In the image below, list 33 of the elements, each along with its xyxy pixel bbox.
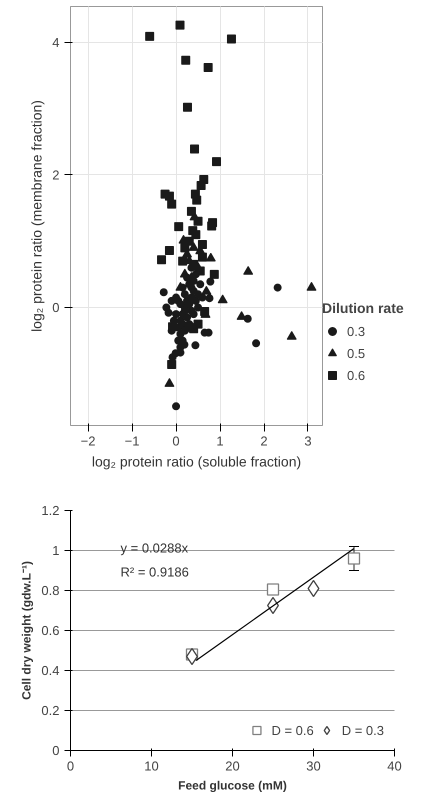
x-tick-label: 1 [216,434,224,448]
y-tick-label: 0.8 [41,583,60,598]
x-axis-title: Feed glucose (mM) [178,778,287,792]
y-tick-label: 1 [52,543,60,558]
legend-label: D = 0.3 [342,722,384,738]
legend-label: D = 0.6 [271,722,314,738]
legend-label: 0.6 [347,368,366,382]
y-axis-title: log₂ protein ratio (membrane fraction) [28,100,44,332]
legend-title: Dilution rate [322,300,404,316]
x-tick-label: 30 [306,758,321,774]
y-tick-label: 0.4 [41,663,60,678]
x-tick-label: 40 [387,758,402,774]
x-tick-label: 20 [225,758,240,774]
x-tick-label: 0 [172,434,180,448]
legend-label: 0.5 [347,346,366,360]
x-tick-label: −1 [124,434,140,448]
x-axis-title: log₂ protein ratio (soluble fraction) [92,454,302,470]
y-axis-title: Cell dry weight (gdw.L⁻¹) [19,561,34,700]
annotation: y = 0.0288x [120,540,189,556]
x-tick-label: 3 [304,434,312,448]
legend-label: 0.3 [347,324,366,338]
x-tick-label: 2 [260,434,268,448]
x-tick-label: 10 [144,758,159,774]
x-tick-label: −2 [80,434,96,448]
y-tick-label: 0.6 [41,623,60,638]
y-tick-label: 0 [52,743,60,758]
y-tick-label: 1.2 [41,503,60,518]
y-tick-label: 4 [52,34,60,50]
annotation: R² = 0.9186 [120,564,189,580]
y-tick-label: 0.2 [41,703,60,718]
y-tick-label: 0 [52,300,60,315]
x-tick-label: 0 [66,758,74,774]
y-tick-label: 2 [52,167,60,182]
